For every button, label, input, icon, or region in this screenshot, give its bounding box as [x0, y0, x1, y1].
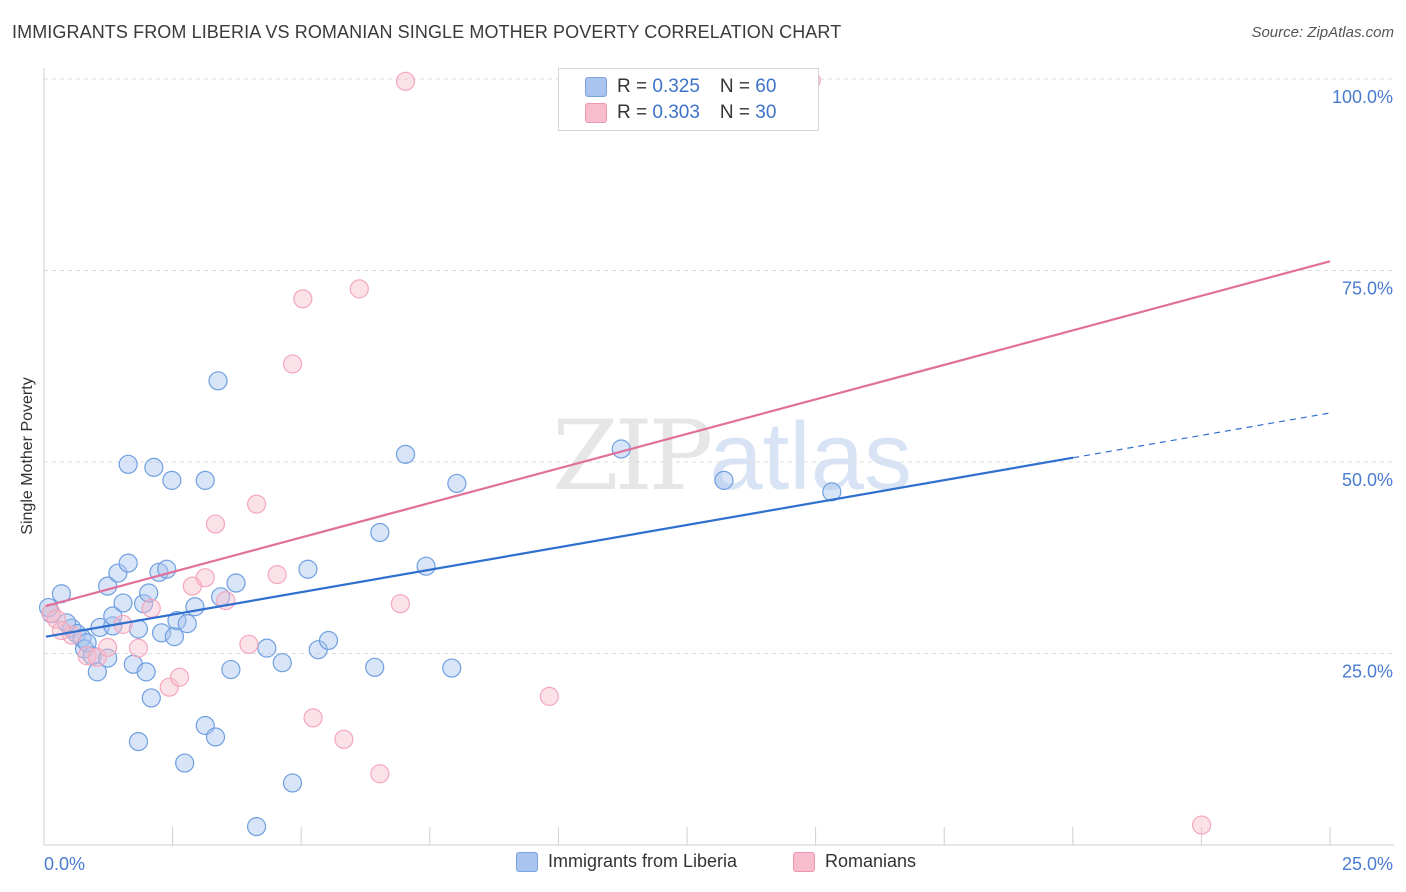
point-liberia: [118, 553, 138, 573]
point-liberia: [151, 623, 172, 643]
point-romanians: [334, 729, 354, 749]
point-liberia: [221, 659, 241, 680]
point-romanians: [293, 289, 313, 309]
point-liberia: [98, 648, 118, 668]
point-liberia: [395, 444, 416, 464]
legend-r-label: R =: [617, 76, 653, 97]
legend-swatch-liberia: [585, 77, 607, 97]
point-romanians: [51, 620, 72, 641]
legend-swatch-romanians: [793, 851, 815, 872]
point-liberia: [128, 731, 149, 752]
point-liberia: [118, 454, 138, 474]
point-liberia: [226, 573, 246, 593]
point-liberia: [136, 662, 156, 682]
point-liberia: [139, 583, 159, 603]
point-liberia: [365, 657, 385, 677]
trend-line-romanians: [45, 260, 1331, 608]
point-liberia: [298, 559, 318, 579]
legend-label-romanians: Romanians: [825, 851, 917, 871]
point-romanians: [159, 677, 179, 697]
point-liberia: [714, 470, 734, 490]
trend-line-liberia: [45, 456, 1074, 638]
x-tick-label: 25.0%: [1342, 854, 1393, 874]
point-romanians: [169, 667, 190, 687]
legend-item-liberia: Immigrants from Liberia: [516, 851, 737, 872]
point-liberia: [370, 522, 390, 543]
legend-swatch-liberia: [516, 851, 538, 872]
point-romanians: [390, 594, 410, 614]
legend-item-romanians: Romanians: [793, 851, 916, 872]
point-liberia: [185, 597, 205, 617]
point-liberia: [177, 614, 197, 634]
point-romanians: [246, 494, 267, 514]
chart-title: IMMIGRANTS FROM LIBERIA VS ROMANIAN SING…: [12, 22, 842, 42]
point-liberia: [318, 630, 339, 651]
point-romanians: [239, 634, 259, 654]
point-liberia: [442, 658, 462, 678]
point-romanians: [46, 609, 66, 629]
legend-n-value: 30: [755, 102, 777, 123]
y-tick-label: 50.0%: [1342, 470, 1393, 490]
point-liberia: [113, 593, 133, 613]
point-liberia: [205, 727, 226, 747]
legend-r-value: 0.325: [652, 76, 700, 97]
point-liberia: [87, 662, 107, 682]
legend-label-liberia: Immigrants from Liberia: [548, 851, 738, 871]
watermark-zip: ZIP: [552, 400, 713, 512]
point-liberia: [108, 563, 128, 583]
point-romanians: [303, 708, 323, 728]
point-liberia: [195, 470, 215, 490]
point-romanians: [349, 279, 369, 299]
point-romanians: [539, 686, 559, 706]
legend-n-value: 60: [755, 76, 777, 97]
legend-n-label: N =: [719, 102, 756, 123]
point-romanians: [77, 646, 97, 666]
point-romanians: [87, 647, 107, 667]
point-romanians: [282, 354, 303, 374]
point-liberia: [164, 627, 184, 647]
point-romanians: [98, 637, 118, 657]
y-tick-label: 75.0%: [1342, 279, 1393, 299]
trend-line-liberia-extension: [1073, 412, 1331, 459]
legend-r-value: 0.303: [652, 102, 700, 123]
x-tick-label: 0.0%: [44, 854, 85, 874]
legend-n-label: N =: [719, 76, 756, 97]
point-romanians: [141, 598, 161, 618]
point-romanians: [128, 638, 149, 658]
legend-swatch-romanians: [585, 103, 607, 123]
point-romanians: [370, 764, 390, 784]
point-romanians: [267, 565, 287, 585]
point-liberia: [208, 371, 228, 391]
point-romanians: [205, 514, 226, 534]
y-tick-label: 100.0%: [1332, 87, 1393, 107]
point-romanians: [395, 71, 416, 91]
point-romanians: [1191, 815, 1212, 835]
point-liberia: [447, 473, 467, 494]
point-liberia: [282, 773, 303, 793]
point-liberia: [272, 653, 292, 673]
point-liberia: [257, 638, 277, 658]
point-liberia: [144, 457, 164, 477]
point-liberia: [175, 753, 195, 773]
point-liberia: [246, 817, 267, 837]
source-label: Source: ZipAtlas.com: [1251, 24, 1394, 41]
point-romanians: [195, 568, 215, 588]
legend-stats: R = 0.325 N = 60 R = 0.303 N = 30: [558, 68, 819, 131]
point-liberia: [141, 688, 161, 708]
y-tick-label: 25.0%: [1342, 662, 1393, 682]
point-liberia: [162, 470, 182, 490]
legend-r-label: R =: [617, 102, 653, 123]
